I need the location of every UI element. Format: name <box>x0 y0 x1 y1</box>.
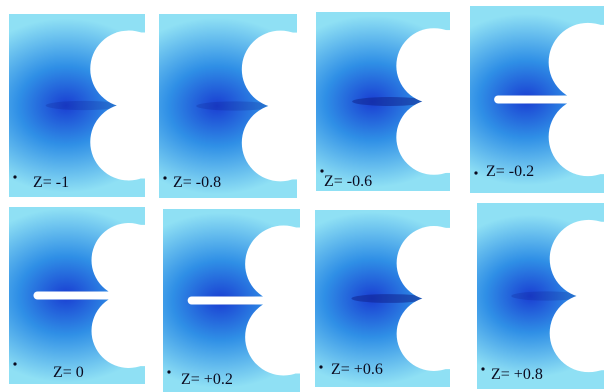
z-position-label: Z= -1 <box>33 174 70 191</box>
needle-probe <box>494 95 591 104</box>
field-map <box>470 6 604 193</box>
corner-marker <box>474 171 478 175</box>
electrode-body <box>128 32 145 179</box>
corner-marker <box>167 370 171 374</box>
field-map <box>9 207 145 384</box>
field-panel: Z= -0.6 <box>316 12 450 191</box>
field-map <box>9 14 145 197</box>
electrode-body <box>587 24 604 175</box>
z-position-label: Z= +0.6 <box>331 361 383 378</box>
z-position-label: Z= +0.8 <box>491 366 543 383</box>
field-map <box>477 203 604 389</box>
corner-marker <box>13 362 17 366</box>
corner-marker <box>320 169 324 173</box>
electrode-body <box>588 221 604 371</box>
field-core-streak <box>351 294 428 303</box>
field-panel: Z= +0.6 <box>315 210 450 387</box>
z-position-label: Z= -0.8 <box>173 174 222 191</box>
field-panel: Z= +0.2 <box>163 209 300 392</box>
z-position-label: Z= +0.2 <box>181 371 233 388</box>
needle-probe <box>33 291 132 300</box>
electrode-body <box>433 30 450 173</box>
field-panel: Z= -0.8 <box>159 14 297 198</box>
field-map <box>316 12 450 191</box>
electrode-body <box>128 224 145 367</box>
corner-marker <box>481 367 485 371</box>
field-panel: Z= -0.2 <box>470 6 604 193</box>
corner-marker <box>163 176 167 180</box>
field-panel: Z= +0.8 <box>477 203 604 389</box>
field-map <box>315 210 450 387</box>
needle-probe <box>187 296 287 305</box>
field-core-streak <box>352 97 428 106</box>
field-map <box>159 14 297 198</box>
electrode-body <box>283 227 300 374</box>
field-core-streak <box>511 291 583 301</box>
z-position-label: Z= -0.6 <box>324 173 373 190</box>
field-panel: Z= -1 <box>9 14 145 197</box>
field-core-streak <box>196 101 274 111</box>
electrode-body <box>280 32 297 180</box>
corner-marker <box>13 175 17 179</box>
z-position-label: Z= 0 <box>53 364 84 381</box>
z-position-label: Z= -0.2 <box>486 163 535 180</box>
corner-marker <box>319 365 323 369</box>
field-panel: Z= 0 <box>9 207 145 384</box>
electrode-body <box>433 227 450 370</box>
field-core-streak <box>45 100 122 111</box>
field-map <box>163 209 300 392</box>
